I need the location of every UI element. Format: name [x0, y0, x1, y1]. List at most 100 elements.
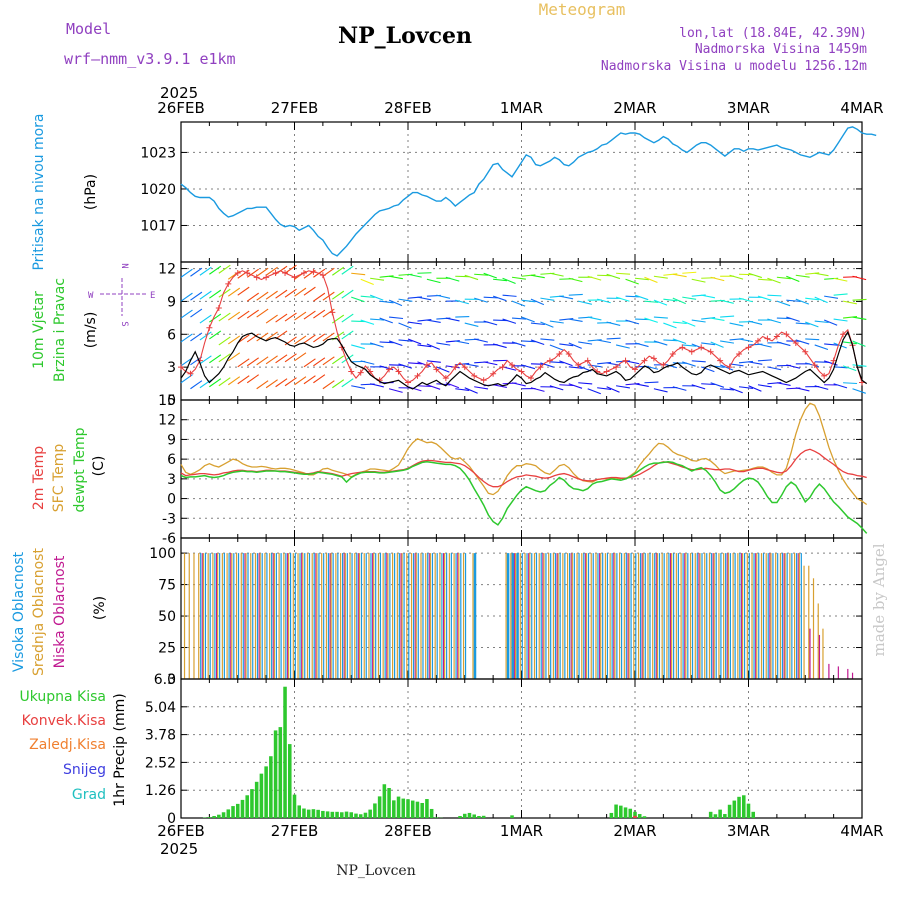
precip-total-bar — [637, 814, 642, 818]
wind-barb — [521, 299, 536, 303]
compass-east: E — [150, 291, 155, 301]
wind-gust-marker — [206, 324, 213, 331]
wind-gust-marker — [253, 274, 260, 281]
wind-gust-marker — [518, 368, 525, 375]
wind-barb — [559, 318, 574, 321]
wind-barb — [805, 297, 820, 301]
wind-gust-marker — [717, 357, 724, 364]
wind-barb — [511, 300, 526, 307]
precip-total-bar — [325, 811, 330, 818]
wind-barb — [701, 366, 715, 373]
wind-barb — [294, 352, 307, 362]
dewpt-temp-line — [180, 461, 868, 534]
date-tick-label: 4MAR — [840, 99, 883, 117]
model-label: Model — [66, 20, 111, 38]
wind-barb — [370, 318, 385, 321]
wind-barb — [265, 331, 278, 341]
pressure-tick-label: 1017 — [140, 218, 176, 234]
wind-barb — [597, 339, 612, 344]
precip-total-bar — [415, 801, 420, 818]
wind-barb — [360, 295, 375, 298]
precip-total-bar — [349, 812, 354, 818]
precip-legend: Ukupna Kisa Konvek.Kisa Zaledj.Kisa Snij… — [19, 689, 128, 807]
wind-barb — [738, 338, 753, 343]
precip-total-bar — [462, 813, 467, 818]
wind-barb — [682, 271, 697, 274]
wind-gust-marker — [632, 366, 638, 373]
wind-barb — [767, 318, 782, 324]
wind-gust-marker — [669, 351, 676, 357]
date-tick-label: 2MAR — [613, 822, 656, 840]
wind-gust-marker — [452, 364, 459, 371]
wind-barb — [672, 297, 686, 305]
wind-barb — [634, 277, 649, 281]
precip-total-bar — [727, 804, 732, 818]
precip-total-bar — [708, 811, 713, 818]
wind-barb — [313, 292, 326, 302]
wind-barb — [824, 343, 839, 346]
wind-barb — [370, 277, 385, 281]
wind-barb — [199, 290, 212, 300]
wind-barb — [322, 356, 335, 366]
wind-gust-marker — [698, 344, 705, 351]
date-tick-label: 28FEB — [384, 822, 431, 840]
precip-total-bar — [368, 809, 372, 818]
precip-total-bar — [254, 781, 259, 818]
wind-barb — [294, 376, 307, 386]
wind-barb — [578, 300, 593, 305]
wind-barb — [483, 320, 498, 326]
wind-barb — [265, 314, 278, 324]
precip-total-bar — [207, 817, 212, 818]
wind-barb — [540, 338, 555, 341]
wind-barb — [842, 365, 857, 372]
temp-tick-label: 12 — [158, 413, 176, 429]
wind-barb — [748, 385, 762, 392]
wind-barb — [417, 319, 432, 322]
wind-barb — [587, 364, 602, 368]
precip-total-bar — [316, 809, 320, 818]
precip-convective-bar — [633, 815, 637, 818]
wind-barb — [464, 363, 479, 367]
wind-gust-marker — [802, 348, 809, 355]
wind-barb — [606, 273, 621, 280]
wind-gust-marker — [499, 364, 506, 371]
wind-barb — [852, 298, 867, 301]
precip-total-bar — [481, 815, 486, 818]
date-tick-label: 1MAR — [500, 99, 543, 117]
date-tick-label: 26FEB — [157, 99, 204, 117]
wind-barb — [351, 344, 365, 350]
precip-total-bar — [410, 800, 415, 818]
wind-barb — [389, 316, 404, 320]
wind-gust-marker — [622, 357, 629, 364]
wind-barb — [417, 344, 432, 348]
precip-total-bar — [472, 814, 476, 818]
wind-barb — [360, 360, 375, 365]
wind-barb — [625, 295, 640, 298]
precip-tick-label: 5.04 — [145, 700, 176, 716]
precip-total-bar — [467, 812, 472, 818]
model-name: wrf—nmm_v3.9.1 e1km — [64, 50, 236, 68]
wind-barb — [748, 272, 762, 279]
wind-gust-marker — [319, 272, 326, 279]
wind-barb — [256, 308, 269, 318]
wind-gust-marker — [764, 335, 771, 342]
wind-barb — [814, 296, 828, 304]
wind-barb — [284, 264, 297, 274]
wind-barb — [445, 276, 460, 282]
wind-barb — [511, 341, 526, 347]
wind-barb — [370, 342, 384, 348]
wind-barb — [407, 273, 422, 278]
wind-barb — [653, 340, 668, 346]
wind-barb — [218, 353, 231, 363]
precip-total-bar — [344, 811, 349, 818]
wind-barb — [625, 319, 640, 325]
wind-gust-marker — [830, 357, 837, 364]
wind-barb — [246, 309, 259, 319]
wind-barb — [776, 300, 791, 307]
wind-gust-marker — [300, 269, 307, 276]
temp-frame — [180, 399, 863, 539]
wind-barb — [237, 358, 250, 368]
wind-barb — [691, 360, 706, 363]
wind-barb — [199, 355, 212, 365]
legend-convective-rain: Konvek.Kisa — [22, 713, 106, 729]
